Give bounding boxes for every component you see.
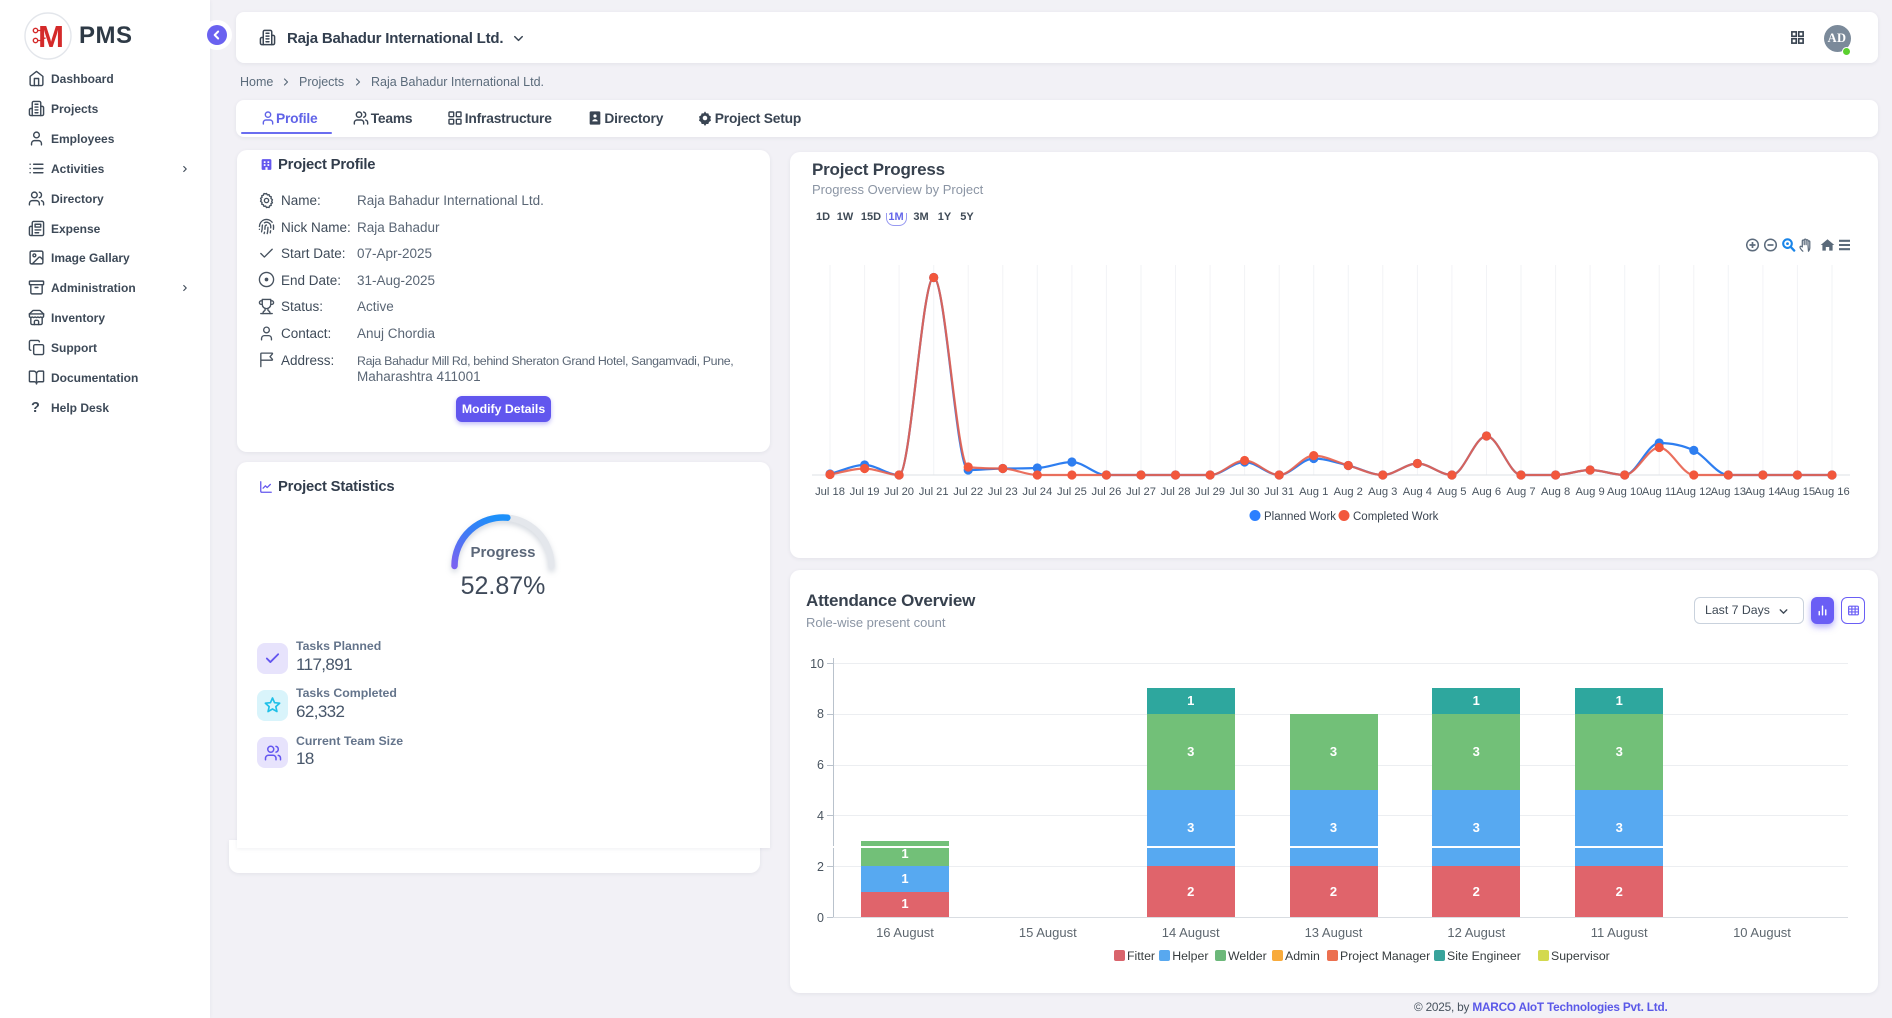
svg-text:Aug 14: Aug 14 [1745, 486, 1780, 498]
svg-text:Jul 18: Jul 18 [815, 486, 845, 498]
svg-text:Aug 9: Aug 9 [1575, 486, 1604, 498]
svg-text:Aug 10: Aug 10 [1607, 486, 1642, 498]
svg-text:Jul 23: Jul 23 [988, 486, 1018, 498]
svg-text:M: M [38, 19, 64, 54]
svg-text:Aug 2: Aug 2 [1334, 486, 1363, 498]
svg-text:Aug 5: Aug 5 [1437, 486, 1466, 498]
svg-text:Aug 4: Aug 4 [1403, 486, 1432, 498]
svg-text:Jul 26: Jul 26 [1091, 486, 1121, 498]
svg-text:Jul 25: Jul 25 [1057, 486, 1087, 498]
svg-text:Completed Work: Completed Work [1353, 511, 1439, 523]
svg-text:Jul 31: Jul 31 [1264, 486, 1294, 498]
svg-text:Aug 11: Aug 11 [1642, 486, 1677, 498]
svg-text:Jul 28: Jul 28 [1161, 486, 1191, 498]
svg-text:Jul 22: Jul 22 [953, 486, 983, 498]
svg-text:Jul 29: Jul 29 [1195, 486, 1225, 498]
svg-text:Aug 1: Aug 1 [1299, 486, 1328, 498]
svg-text:Jul 20: Jul 20 [884, 486, 914, 498]
svg-text:Jul 19: Jul 19 [850, 486, 880, 498]
svg-text:Aug 13: Aug 13 [1711, 486, 1746, 498]
svg-text:Jul 21: Jul 21 [919, 486, 949, 498]
svg-text:Aug 7: Aug 7 [1506, 486, 1535, 498]
svg-text:Jul 27: Jul 27 [1126, 486, 1156, 498]
svg-text:Jul 30: Jul 30 [1230, 486, 1260, 498]
svg-text:Planned Work: Planned Work [1264, 511, 1336, 523]
svg-text:Aug 16: Aug 16 [1814, 486, 1849, 498]
svg-text:Aug 15: Aug 15 [1780, 486, 1815, 498]
svg-text:Aug 3: Aug 3 [1368, 486, 1397, 498]
svg-text:Aug 12: Aug 12 [1676, 486, 1711, 498]
svg-text:Aug 6: Aug 6 [1472, 486, 1501, 498]
svg-text:Jul 24: Jul 24 [1022, 486, 1052, 498]
svg-text:Aug 8: Aug 8 [1541, 486, 1570, 498]
